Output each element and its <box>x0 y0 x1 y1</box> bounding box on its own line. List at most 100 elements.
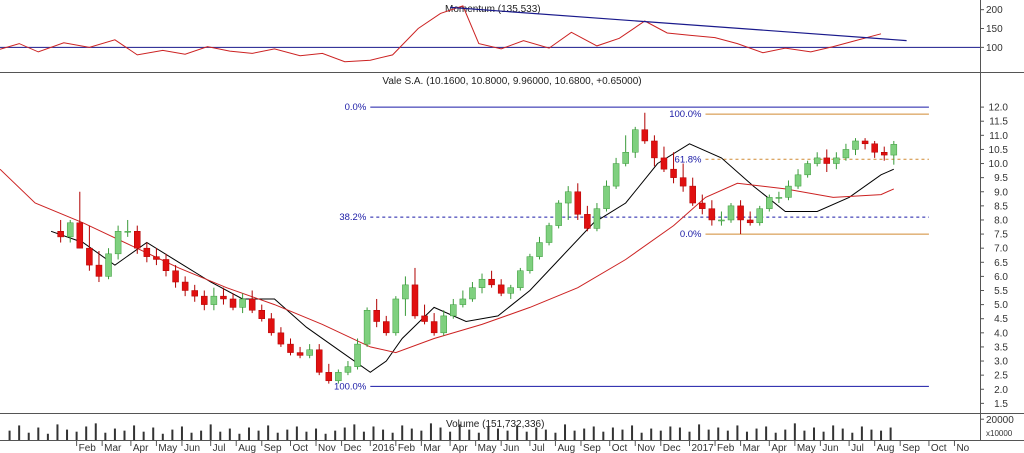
x-tick-label: Nov <box>318 443 336 453</box>
volume-bar <box>669 426 672 440</box>
fib-label: 0.0% <box>680 229 702 240</box>
candle-body <box>517 270 524 288</box>
volume-bar <box>18 425 21 440</box>
candle-body <box>162 259 170 272</box>
volume-title: Volume (151,732,336) <box>446 419 544 430</box>
x-tick-label: Feb <box>398 443 416 453</box>
candle-body <box>804 163 811 176</box>
volume-bar <box>171 429 174 440</box>
candle-body <box>478 278 486 288</box>
candle-body <box>890 144 898 156</box>
candle-body <box>344 366 352 373</box>
candle-body <box>612 163 620 187</box>
volume-bar <box>8 430 11 440</box>
volume-bar <box>353 424 356 440</box>
candle-body <box>181 281 189 291</box>
candle-body <box>813 157 821 164</box>
volume-bar <box>315 428 318 440</box>
price-tick-label: 3.0 <box>994 357 1008 368</box>
volume-bar <box>611 427 614 440</box>
volume-bar <box>535 427 538 440</box>
volume-bar <box>449 431 452 440</box>
x-tick-label: Apr <box>133 443 149 453</box>
volume-bar <box>75 431 78 440</box>
x-tick-label: May <box>158 443 177 453</box>
x-tick-label: Jun <box>822 443 838 453</box>
price-tick-label: 9.0 <box>994 187 1008 198</box>
candle-body <box>718 219 725 222</box>
price-tick-label: 6.5 <box>994 258 1008 269</box>
x-tick-label: 2017 <box>692 443 715 453</box>
x-tick-label: Jul <box>532 443 545 453</box>
candle-body <box>383 321 390 334</box>
x-tick-label: Apr <box>771 443 787 453</box>
volume-bar <box>209 424 212 440</box>
fib-label: 100.0% <box>669 109 702 120</box>
volume-tick-label: 20000 <box>986 415 1014 426</box>
candle-body <box>153 256 160 260</box>
volume-bar <box>813 427 816 440</box>
candle-body <box>411 284 419 317</box>
volume-bar <box>133 425 136 440</box>
candle-body <box>871 143 878 153</box>
volume-bar <box>659 430 662 440</box>
candle-body <box>201 295 208 305</box>
volume-bar <box>698 424 701 440</box>
momentum-line <box>0 5 882 63</box>
x-tick-label: Sep <box>902 443 920 453</box>
candle-body <box>631 129 639 153</box>
candle-body <box>172 270 179 283</box>
volume-bar <box>238 433 241 440</box>
candle-body <box>210 295 218 305</box>
candle-body <box>488 278 495 286</box>
momentum-trendline <box>450 6 907 42</box>
x-tick-label: Aug <box>557 443 575 453</box>
volume-bar <box>688 431 691 440</box>
candle-body <box>660 157 668 170</box>
volume-bar <box>564 424 567 440</box>
volume-bar <box>439 427 442 440</box>
volume-bar <box>736 425 739 440</box>
candle-body <box>335 372 342 382</box>
candle-body <box>450 304 457 317</box>
volume-bar <box>228 428 231 440</box>
volume-bar <box>707 429 710 440</box>
volume-bar <box>276 432 279 440</box>
candle-body <box>699 202 706 209</box>
volume-bar <box>267 425 270 440</box>
volume-bar <box>544 429 547 440</box>
candle-body <box>325 372 333 382</box>
volume-bar <box>841 428 844 440</box>
candle-body <box>258 310 266 319</box>
volume-bar <box>793 423 796 440</box>
x-tick-label: Oct <box>931 443 947 453</box>
price-tick-label: 2.0 <box>994 385 1008 396</box>
candle-body <box>134 231 141 249</box>
candle-body <box>507 287 514 294</box>
x-tick-label: Aug <box>877 443 895 453</box>
candle-body <box>239 298 246 308</box>
volume-bar <box>640 432 643 440</box>
candle-body <box>708 208 716 221</box>
price-tick-label: 10.0 <box>989 159 1009 170</box>
candle-body <box>679 177 687 187</box>
candle-body <box>402 284 409 300</box>
volume-panel: Volume (151,732,336) 20000 x10000 <box>8 415 1014 440</box>
candle-body <box>421 315 428 322</box>
candle-body <box>459 298 467 305</box>
candle-body <box>229 298 237 308</box>
price-title: Vale S.A. (10.1600, 10.8000, 9.96000, 10… <box>382 76 641 87</box>
candle-body <box>756 208 763 224</box>
fib-label: 100.0% <box>334 381 367 392</box>
candle-body <box>430 321 438 334</box>
volume-bar <box>516 425 519 440</box>
candle-body <box>746 219 754 224</box>
candle-body <box>66 222 74 238</box>
candle-body <box>315 349 323 373</box>
volume-bar <box>420 430 423 440</box>
price-tick-label: 6.0 <box>994 272 1008 283</box>
price-tick-label: 2.5 <box>994 371 1008 382</box>
candle-body <box>794 174 802 187</box>
volume-bar <box>602 431 605 440</box>
